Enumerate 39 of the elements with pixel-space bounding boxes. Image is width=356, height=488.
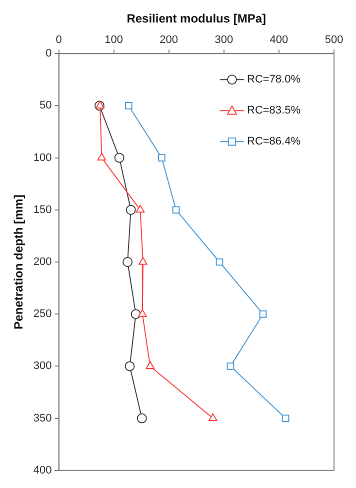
point [122,257,133,267]
point [138,309,147,317]
point [138,257,148,265]
point [172,206,180,214]
point [282,414,290,422]
x-tick-label: 0 [56,34,62,46]
y-tick-label: 350 [33,412,52,424]
point [124,102,132,110]
point [216,258,224,266]
legend-label: RC=86.4% [247,136,301,148]
x-tick-label: 200 [160,34,178,46]
point [208,413,218,422]
y-tick-label: 400 [33,464,52,476]
point [97,152,106,161]
y-tick-label: 200 [33,256,52,268]
point [158,154,166,162]
point [114,152,124,163]
y-axis-title: Penetration depth [mm] [12,194,26,330]
x-tick-label: 400 [270,34,288,46]
point [226,362,234,370]
legend-label: RC=83.5% [247,104,301,117]
x-tick-label: 300 [214,34,234,46]
y-tick-label: 150 [33,204,52,216]
point [126,204,136,215]
point [146,361,155,369]
x-axis-title: Resilient modulus [MPa] [126,12,266,26]
y-tick-label: 0 [46,48,52,60]
y-tick-label: 300 [33,360,52,372]
point [136,204,145,213]
x-tick-label: 500 [324,34,344,46]
y-tick-label: 50 [40,100,52,112]
point [259,310,267,318]
point [96,100,104,108]
point [136,413,147,424]
point [124,361,135,372]
y-tick-label: 100 [33,152,52,164]
x-tick-label: 100 [104,34,123,46]
legend-label: RC=78.0% [247,74,301,86]
y-tick-label: 250 [33,308,52,320]
